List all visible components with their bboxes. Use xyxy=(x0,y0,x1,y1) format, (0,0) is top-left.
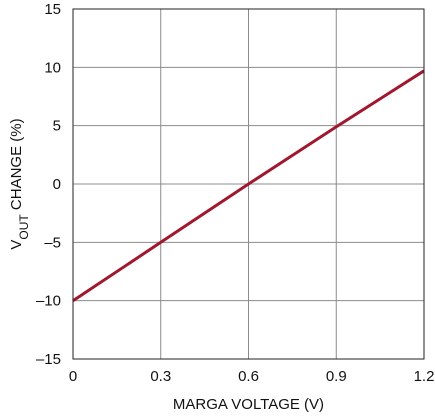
y-axis-title: VOUT CHANGE (%) xyxy=(8,118,31,249)
x-tick-label-0: 0 xyxy=(69,368,77,385)
x-axis-title: MARGA VOLTAGE (V) xyxy=(173,396,324,413)
y-axis-title-subscript: OUT xyxy=(17,214,31,240)
plot-frame xyxy=(72,8,425,360)
y-tick-label-1: 10 xyxy=(44,59,61,76)
y-tick-label-3: 0 xyxy=(53,176,61,193)
y-axis-ticks: 15 10 5 0 –5 –10 –15 xyxy=(36,1,61,368)
y-axis-title-main: V xyxy=(8,240,25,250)
x-tick-label-4: 1.2 xyxy=(414,368,435,385)
x-tick-label-1: 0.3 xyxy=(150,368,171,385)
y-tick-label-0: 15 xyxy=(44,1,61,18)
y-tick-label-6: –15 xyxy=(36,351,61,368)
x-tick-label-3: 0.9 xyxy=(326,368,347,385)
y-tick-label-5: –10 xyxy=(36,293,61,310)
y-tick-label-4: –5 xyxy=(44,234,61,251)
x-axis-ticks: 0 0.3 0.6 0.9 1.2 xyxy=(69,368,435,385)
x-tick-label-2: 0.6 xyxy=(238,368,259,385)
y-axis-title-rest: CHANGE (%) xyxy=(8,118,25,214)
series-line-0 xyxy=(72,69,425,302)
y-tick-label-2: 5 xyxy=(53,118,61,135)
series-layer xyxy=(72,69,425,302)
